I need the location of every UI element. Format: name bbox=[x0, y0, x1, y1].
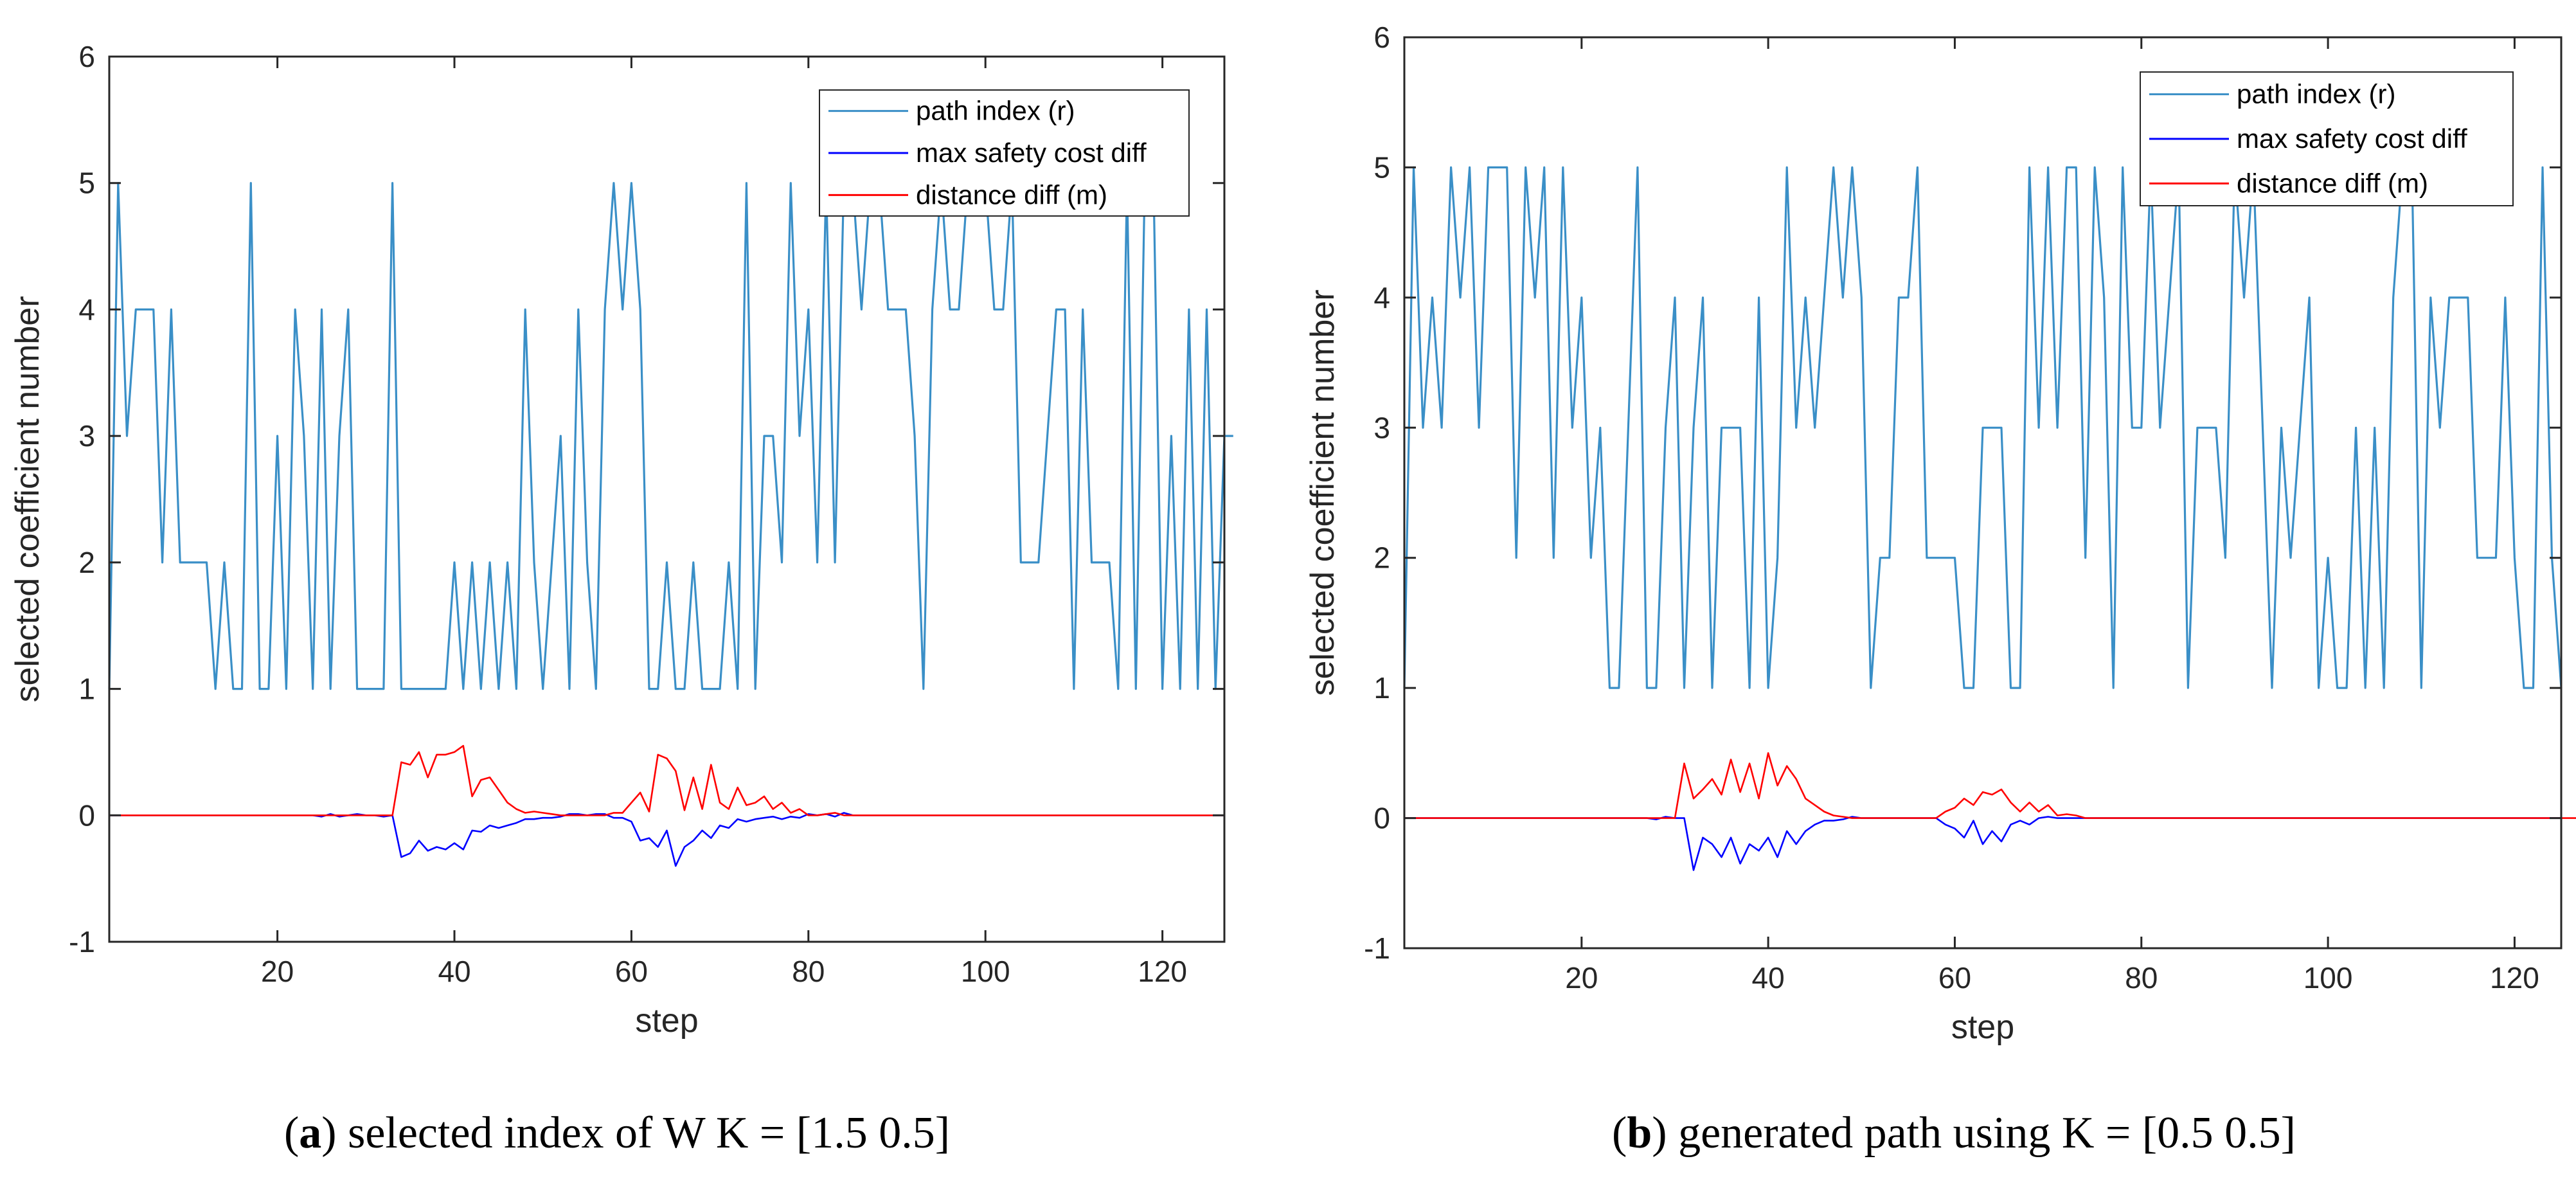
chart-panel-a: 20 40 60 80 100 120 -1 0 1 2 3 4 5 6 step selected co… bbox=[9, 40, 1233, 1158]
y-tick-label: 2 bbox=[1373, 541, 1390, 575]
y-axis-label-b: selected coefficient number bbox=[1304, 289, 1341, 696]
series-layer-b bbox=[1403, 166, 2576, 871]
y-axis-label-a: selected coefficient number bbox=[9, 296, 46, 702]
caption-label-a: a bbox=[299, 1108, 321, 1158]
ticks-b: 20 40 60 80 100 120 -1 0 1 2 3 4 5 6 bbox=[1364, 21, 2561, 995]
y-tick-label: 3 bbox=[1373, 411, 1390, 444]
y-tick-label: 6 bbox=[1373, 21, 1390, 54]
x-tick-label: 120 bbox=[2490, 961, 2539, 995]
y-tick-label: 5 bbox=[78, 166, 95, 200]
caption-text-a: selected index of W K = [1.5 0.5] bbox=[337, 1108, 950, 1158]
y-tick-label: 0 bbox=[78, 798, 95, 832]
x-tick-label: 20 bbox=[261, 955, 294, 988]
legend-entry-path-index-b: path index (r) bbox=[2237, 79, 2395, 109]
y-tick-label: 4 bbox=[1373, 281, 1390, 314]
y-tick-label: 1 bbox=[78, 672, 95, 706]
axes-frame-a bbox=[108, 55, 1226, 943]
x-axis-label-a: step bbox=[635, 1002, 698, 1040]
y-tick-label: 3 bbox=[78, 419, 95, 453]
legend-entry-path-index-a: path index (r) bbox=[916, 96, 1075, 126]
y-tick-label: -1 bbox=[1364, 932, 1390, 965]
x-tick-label: 100 bbox=[2303, 961, 2353, 995]
x-tick-label: 100 bbox=[961, 955, 1010, 988]
caption-text-b: generated path using K = [0.5 0.5] bbox=[1667, 1108, 2296, 1158]
x-tick-label: 60 bbox=[615, 955, 648, 988]
x-tick-label: 40 bbox=[1752, 961, 1785, 995]
ticks-a: 20 40 60 80 100 120 -1 0 1 2 3 4 5 6 bbox=[69, 40, 1224, 988]
x-tick-label: 20 bbox=[1565, 961, 1598, 995]
series-distance-diff-b bbox=[1404, 752, 2576, 819]
legend-b: path index (r) max safety cost diff dist… bbox=[2140, 71, 2514, 206]
caption-b: (b) generated path using K = [0.5 0.5] bbox=[1612, 1108, 2296, 1158]
x-axis-label-b: step bbox=[1951, 1009, 2014, 1046]
series-layer-a bbox=[108, 182, 1233, 867]
y-tick-label: 6 bbox=[78, 40, 95, 73]
x-tick-label: 40 bbox=[438, 955, 470, 988]
axes-frame-b bbox=[1403, 36, 2563, 950]
x-tick-label: 60 bbox=[1938, 961, 1971, 995]
x-tick-label: 80 bbox=[792, 955, 825, 988]
y-tick-label: 1 bbox=[1373, 671, 1390, 705]
y-tick-label: 2 bbox=[78, 546, 95, 579]
y-tick-label: 0 bbox=[1373, 802, 1390, 835]
series-path-index-b bbox=[1403, 166, 2563, 689]
legend-a: path index (r) max safety cost diff dist… bbox=[819, 89, 1190, 217]
legend-entry-distance-a: distance diff (m) bbox=[916, 179, 1107, 210]
legend-entry-safety-cost-a: max safety cost diff bbox=[916, 138, 1147, 168]
legend-entry-distance-b: distance diff (m) bbox=[2237, 168, 2428, 198]
y-tick-label: -1 bbox=[69, 925, 95, 959]
series-distance-diff-a bbox=[109, 744, 1224, 816]
y-tick-label: 4 bbox=[78, 292, 95, 326]
x-tick-label: 120 bbox=[1138, 955, 1187, 988]
caption-a: (a) selected index of W K = [1.5 0.5] bbox=[284, 1108, 950, 1158]
x-tick-label: 80 bbox=[2125, 961, 2158, 995]
legend-entry-safety-cost-b: max safety cost diff bbox=[2237, 123, 2467, 154]
series-path-index-a bbox=[108, 182, 1233, 690]
caption-label-b: b bbox=[1627, 1108, 1652, 1158]
chart-panel-b: 20 40 60 80 100 120 -1 0 1 2 3 4 5 6 step selected co… bbox=[1304, 21, 2576, 1158]
y-tick-label: 5 bbox=[1373, 150, 1390, 184]
